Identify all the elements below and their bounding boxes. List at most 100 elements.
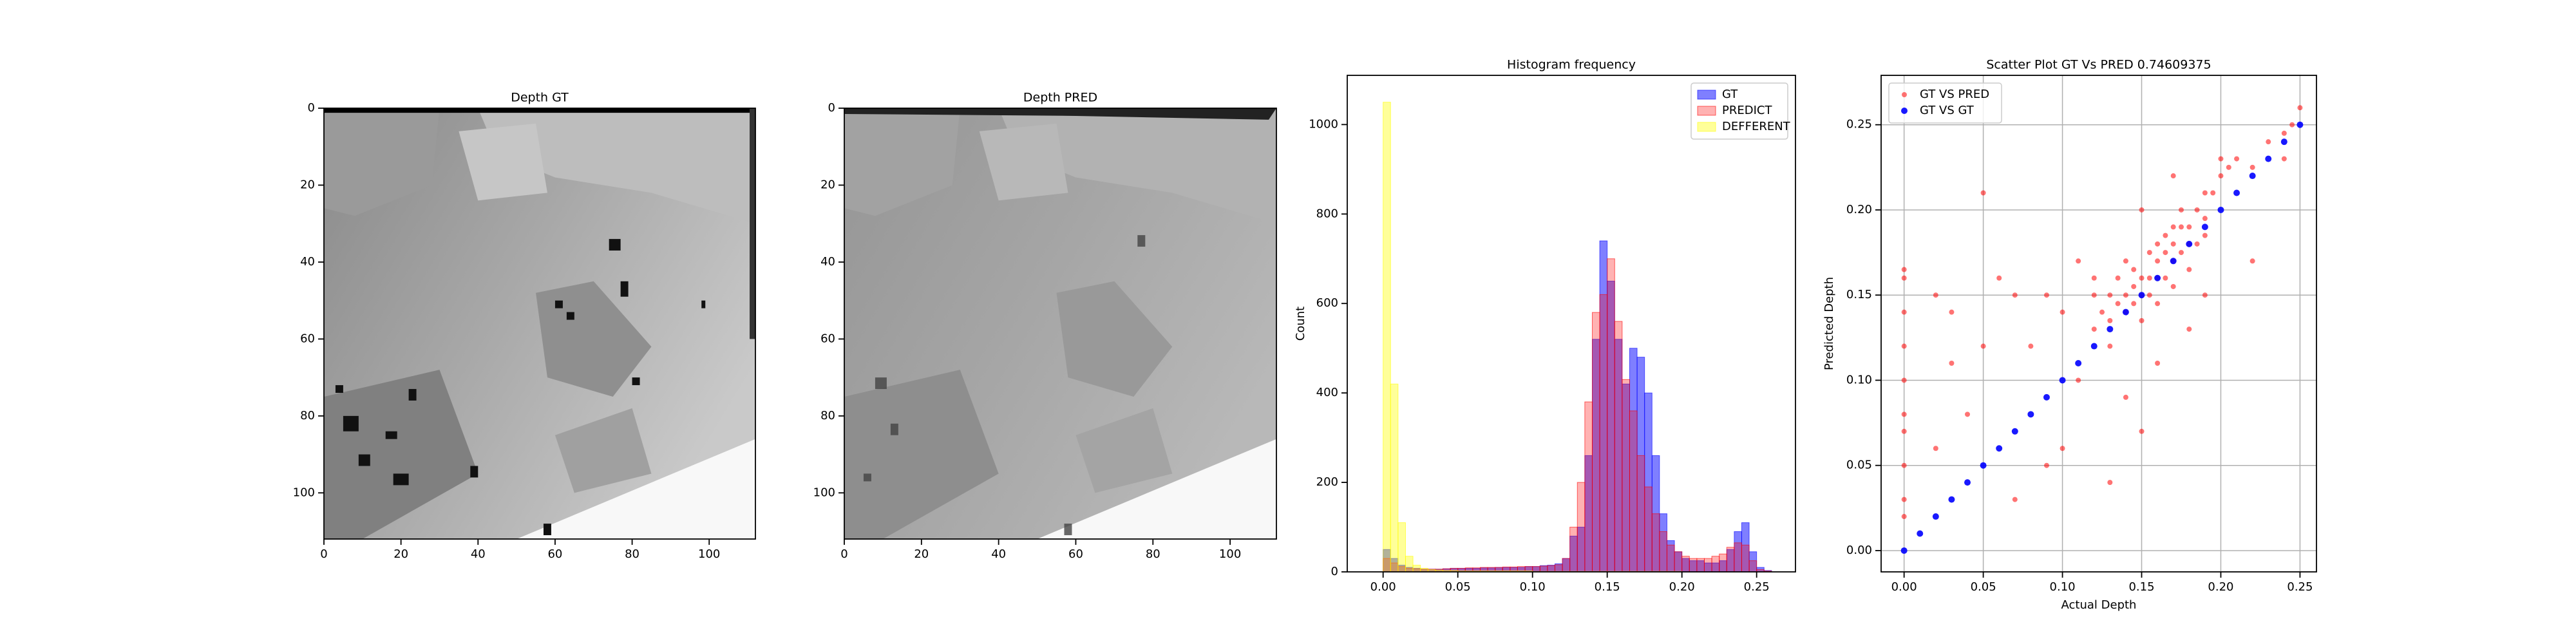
scatter-point — [2043, 292, 2049, 298]
scatter-point — [2163, 232, 2168, 238]
scatter-point — [2115, 301, 2121, 307]
scatter-point — [1901, 267, 1907, 272]
scatter-point — [2202, 292, 2208, 298]
image-region — [620, 281, 629, 297]
scatter-point — [2233, 189, 2240, 196]
axes-frame — [323, 108, 756, 540]
x-tick-label: 0.05 — [1445, 580, 1471, 594]
legend-box — [1888, 82, 2002, 124]
histogram-bar — [1622, 379, 1630, 572]
y-tick-label: 800 — [1316, 207, 1338, 220]
scatter-point — [1949, 360, 1955, 366]
histogram-bar — [1659, 531, 1667, 572]
scatter-point — [2107, 292, 2113, 298]
scatter-point — [2170, 283, 2176, 289]
y-tick-label: 0.10 — [1846, 373, 1872, 386]
axes-frame — [1347, 75, 1796, 573]
histogram-bar — [1689, 558, 1698, 572]
y-axis-label: Predicted Depth — [1823, 277, 1836, 370]
scatter-point — [2131, 301, 2137, 307]
x-tick-label: 0.05 — [1971, 580, 1996, 594]
x-tick-label: 80 — [1146, 547, 1160, 561]
scatter-point — [2027, 411, 2034, 418]
legend-label: DEFFERENT — [1722, 120, 1791, 133]
image-region — [1056, 281, 1173, 397]
image-region — [609, 239, 621, 251]
scatter-point — [1901, 462, 1907, 468]
image-region — [979, 123, 1068, 201]
scatter-point — [1917, 530, 1924, 537]
image-region — [1064, 524, 1072, 536]
scatter-point — [1901, 514, 1907, 520]
scatter-point — [2218, 173, 2224, 179]
x-tick-label: 0.25 — [2287, 580, 2313, 594]
scatter-point — [2297, 121, 2304, 128]
axes-title: Depth PRED — [1023, 91, 1097, 105]
image-region — [890, 423, 898, 435]
scatter-point — [2280, 138, 2287, 146]
y-tick-label: 20 — [300, 178, 315, 191]
y-tick-label: 20 — [820, 178, 835, 191]
scatter-point — [1996, 275, 2002, 281]
scatter-point — [2146, 275, 2152, 281]
image-region — [324, 108, 755, 113]
scatter-point — [2115, 275, 2121, 281]
scatter-point — [2202, 190, 2208, 196]
histogram-bar — [1569, 527, 1578, 572]
scatter-point — [2139, 317, 2145, 323]
axes-title: Histogram frequency — [1507, 58, 1636, 72]
y-tick-label: 60 — [300, 332, 315, 345]
y-tick-label: 0.25 — [1846, 118, 1872, 131]
axes: 0.00 0.05 0.10 0.15 0.20 0.25 0 200 400 600 800 100… — [1294, 58, 1796, 594]
scatter-point — [2226, 164, 2231, 170]
scatter-point — [2194, 207, 2200, 213]
legend-label: GT VS PRED — [1920, 88, 1989, 101]
scatter-point — [2210, 190, 2216, 196]
scatter-point — [2170, 173, 2176, 179]
scatter-point — [2155, 301, 2161, 307]
scatter-point — [1949, 309, 1955, 315]
scatter-point — [2201, 223, 2208, 231]
axes: 0 20 40 60 80 100 0 20 40 60 80 100 Depth PRED — [813, 91, 1277, 561]
scatter-point — [1996, 445, 2003, 452]
histogram-bar — [1644, 486, 1653, 572]
scatter-point — [2139, 428, 2145, 434]
histogram-bar — [1719, 553, 1727, 572]
histogram-bar — [1397, 522, 1406, 572]
scatter-point — [2170, 224, 2176, 230]
scatter-point — [2123, 258, 2128, 264]
image-region — [324, 108, 440, 216]
scatter-point — [1901, 275, 1907, 281]
histogram-bar — [1681, 556, 1690, 572]
y-tick-label: 0.05 — [1846, 459, 1872, 472]
histogram-bar — [1412, 565, 1421, 572]
scatter-point — [2012, 292, 2018, 298]
scatter-point — [1932, 513, 1939, 520]
scatter-point — [2163, 275, 2168, 281]
scatter-point — [2154, 274, 2161, 281]
scatter-point — [1901, 343, 1907, 349]
histogram-bar — [1629, 410, 1638, 572]
histogram-bar — [1591, 312, 1600, 572]
y-tick-label: 400 — [1316, 386, 1338, 399]
scatter-point — [2107, 343, 2113, 349]
y-tick-label: 60 — [820, 332, 835, 345]
image-region — [566, 312, 574, 320]
scatter-point — [2249, 164, 2255, 170]
x-tick-label: 0.15 — [1595, 580, 1620, 594]
histogram-bar — [1577, 482, 1586, 572]
image-region — [844, 108, 1276, 120]
plot-area — [844, 108, 1276, 539]
legend-swatch — [1902, 92, 1907, 97]
image-region — [844, 370, 999, 539]
scatter-point — [2131, 267, 2137, 272]
scatter-point — [1964, 479, 1971, 486]
histogram-bar — [1726, 547, 1735, 572]
y-tick-label: 100 — [813, 486, 835, 499]
y-tick-label: 600 — [1316, 296, 1338, 310]
scatter-point — [2146, 250, 2152, 256]
scatter-point — [2281, 156, 2287, 162]
y-tick-label: 0 — [1331, 565, 1338, 578]
axes-title: Scatter Plot GT Vs PRED 0.74609375 — [1986, 58, 2211, 72]
histogram-bar — [1711, 556, 1720, 572]
